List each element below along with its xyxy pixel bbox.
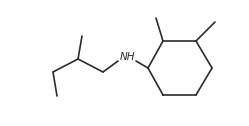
Text: NH: NH [119, 52, 135, 62]
